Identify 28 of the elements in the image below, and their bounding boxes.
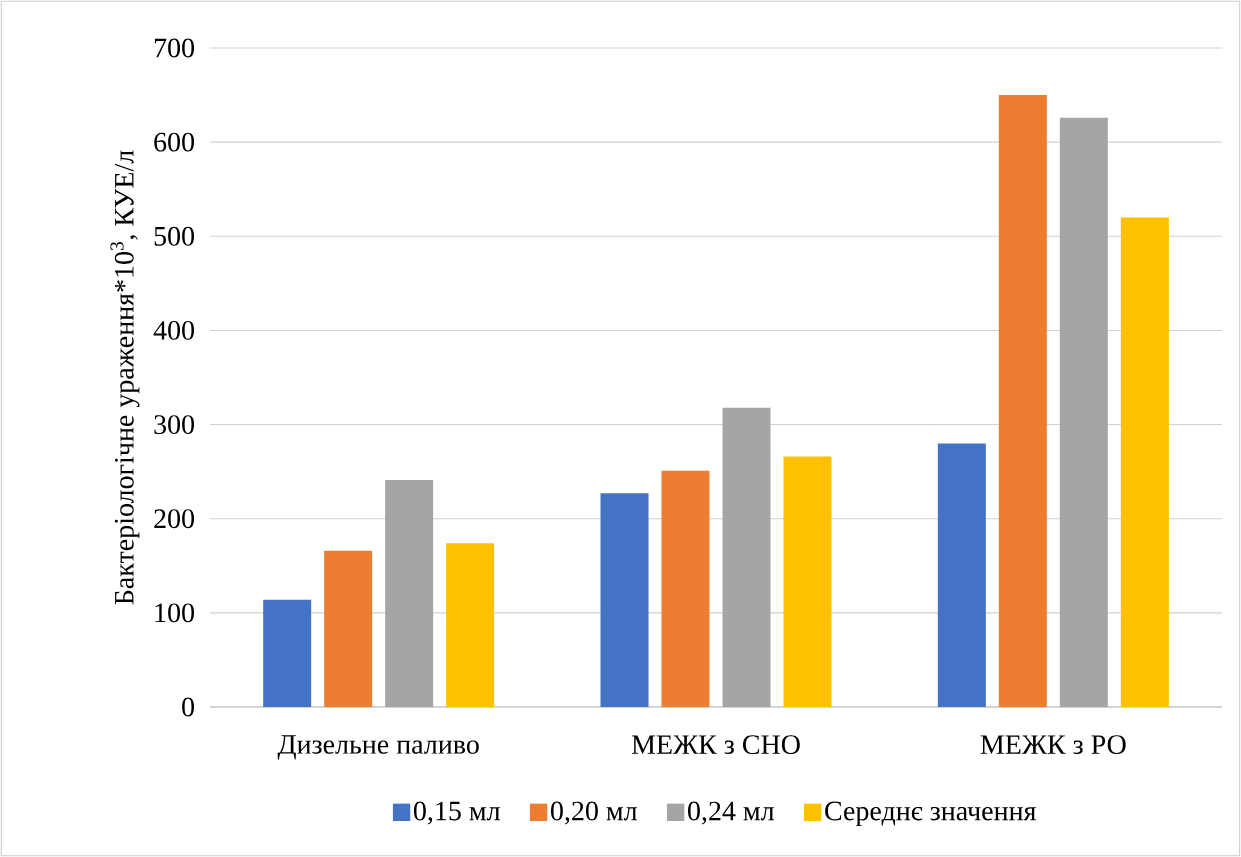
y-tick-label: 0 bbox=[182, 697, 195, 717]
y-tick-label: 200 bbox=[154, 509, 195, 529]
bar bbox=[385, 480, 434, 707]
y-tick-label: 600 bbox=[154, 132, 195, 152]
bar bbox=[1059, 117, 1108, 707]
legend-label: Середнє значення bbox=[825, 801, 1036, 827]
bar bbox=[324, 550, 373, 707]
bar bbox=[783, 456, 832, 707]
y-tick-label: 300 bbox=[154, 415, 195, 435]
y-tick-label: 500 bbox=[154, 226, 195, 246]
x-tick-label: МЕЖК з РО bbox=[980, 735, 1126, 755]
y-tick-label: 400 bbox=[153, 320, 195, 340]
bar bbox=[661, 470, 710, 707]
bar bbox=[722, 407, 771, 707]
legend-label: 0,24 мл bbox=[688, 801, 774, 825]
y-tick-label: 100 bbox=[155, 603, 195, 623]
y-axis-title: Бактеріологічне ураження*10$^{3}$, КУЕ/л bbox=[110, 150, 140, 605]
y-tick-label: 700 bbox=[154, 38, 195, 58]
bar bbox=[600, 493, 649, 707]
bar bbox=[446, 543, 495, 707]
x-tick-label: МЕЖК з СНО bbox=[631, 735, 800, 755]
legend-label: 0,15 мл bbox=[413, 801, 500, 825]
bar bbox=[937, 443, 986, 707]
x-tick-label: Дизельне паливо bbox=[277, 735, 479, 760]
bar bbox=[263, 599, 312, 707]
bar bbox=[1120, 217, 1169, 707]
bar bbox=[998, 95, 1047, 707]
legend-label: 0,20 мл bbox=[550, 801, 637, 825]
